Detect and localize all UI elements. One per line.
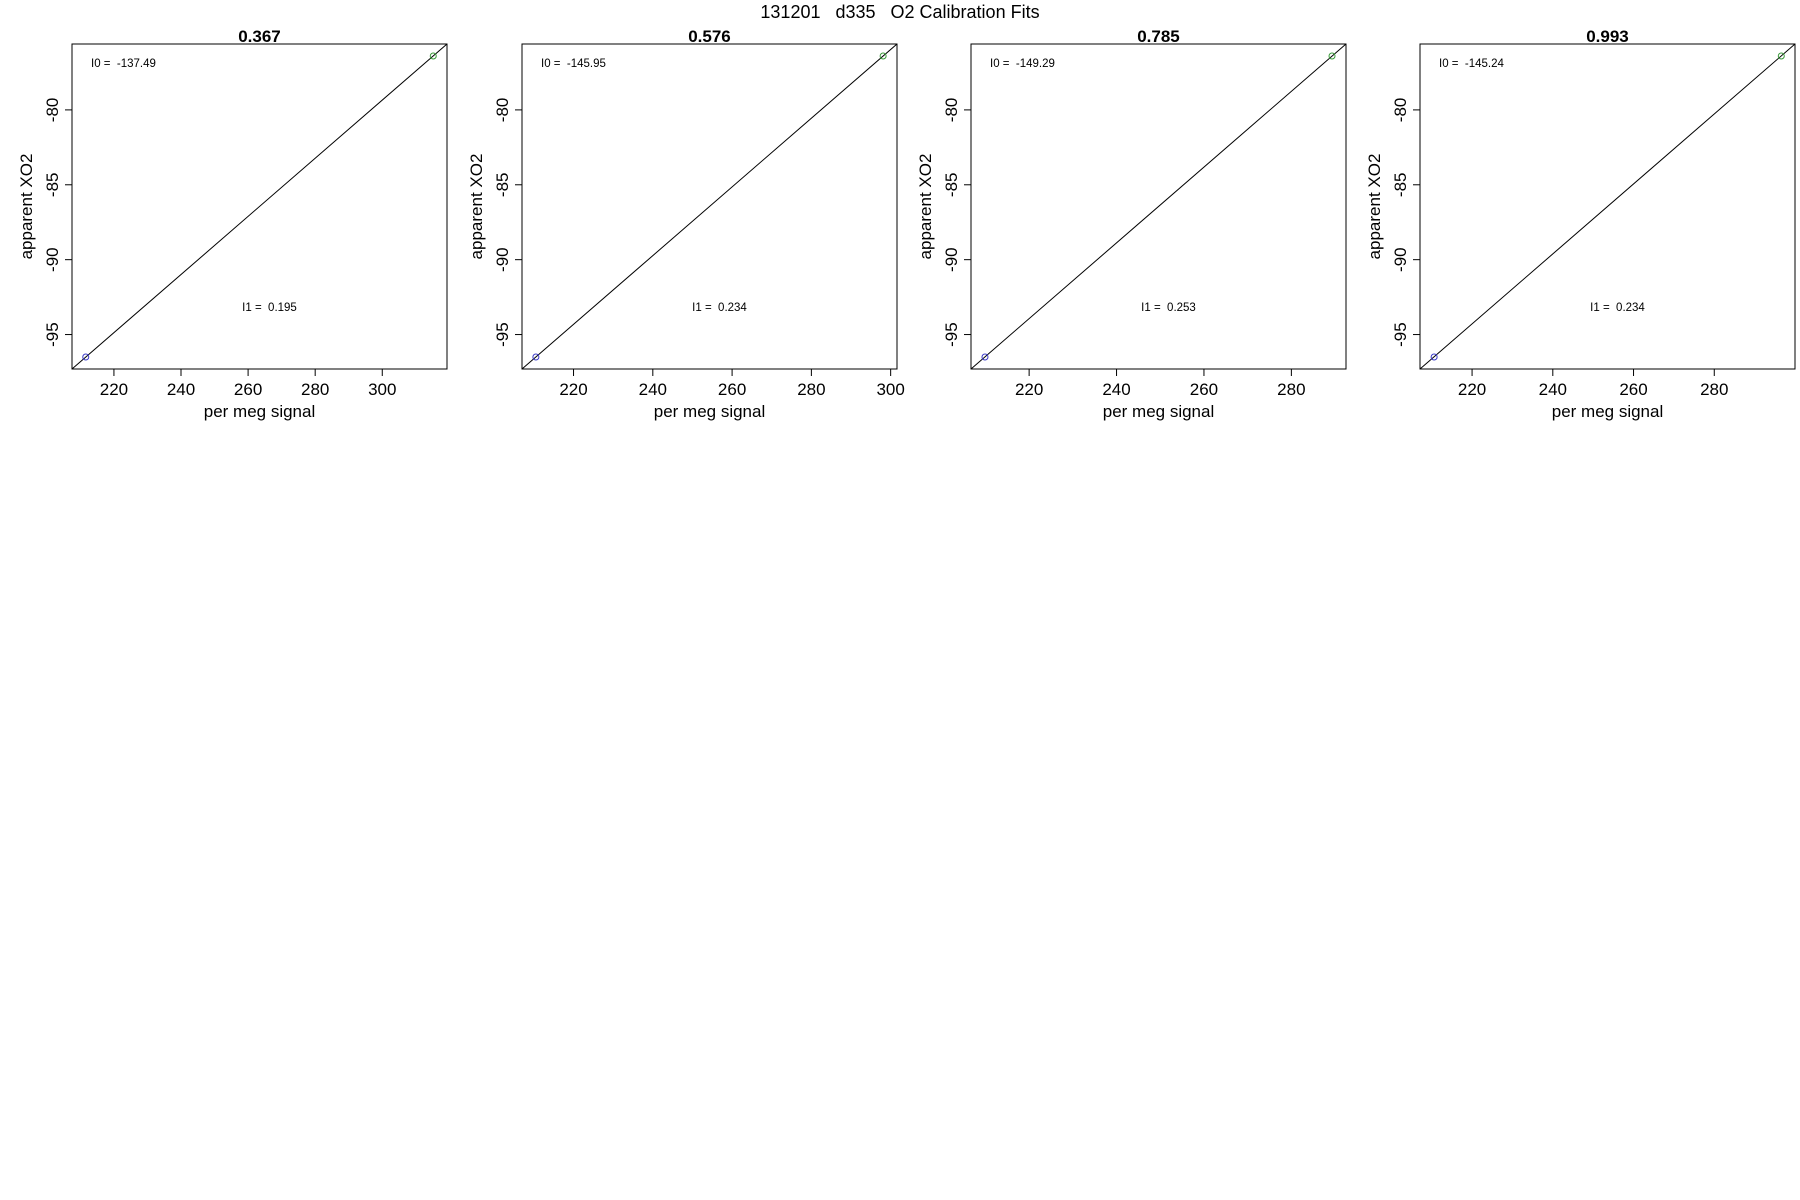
x-tick-label: 240	[639, 380, 667, 399]
intercept-annotation: I0 = -137.49	[91, 58, 156, 70]
y-tick-label: -90	[43, 247, 62, 272]
panel-title: 0.367	[238, 27, 281, 46]
y-tick-label: -90	[493, 247, 512, 272]
high-point	[879, 52, 887, 60]
intercept-annotation: I0 = -145.95	[541, 58, 606, 70]
plot-frame	[1419, 43, 1796, 370]
x-tick-label: 240	[167, 380, 195, 399]
figure-title: 131201 d335 O2 Calibration Fits	[760, 2, 1040, 22]
high-point	[1328, 52, 1336, 60]
x-tick-label: 220	[559, 380, 587, 399]
y-tick-label: -95	[1391, 322, 1410, 347]
y-tick-label: -95	[493, 322, 512, 347]
x-axis-label: per meg signal	[1552, 402, 1664, 421]
x-tick-label: 240	[1539, 380, 1567, 399]
y-tick-label: -95	[942, 322, 961, 347]
plot-frame	[970, 43, 1347, 370]
x-tick-label: 260	[718, 380, 746, 399]
plot-panel-4: 0.993 220 240 260 280 -80 -85 -90 -95 per meg sig…	[1365, 27, 1796, 421]
intercept-annotation: I0 = -145.24	[1439, 58, 1504, 70]
low-point	[1430, 353, 1438, 361]
panel-title: 0.576	[688, 27, 731, 46]
high-point	[1777, 52, 1785, 60]
x-tick-label: 220	[100, 380, 128, 399]
y-tick-label: -80	[942, 98, 961, 123]
x-axis-label: per meg signal	[1103, 402, 1215, 421]
y-axis-label: apparent XO2	[17, 154, 36, 260]
y-tick-label: -85	[942, 172, 961, 197]
plot-frame	[521, 43, 898, 370]
x-axis-label: per meg signal	[654, 402, 766, 421]
y-tick-label: -80	[43, 98, 62, 123]
y-axis-label: apparent XO2	[1365, 154, 1384, 260]
x-tick-label: 300	[876, 380, 904, 399]
slope-annotation: I1 = 0.234	[692, 302, 747, 314]
x-tick-label: 280	[1700, 380, 1728, 399]
fit-line	[521, 43, 898, 370]
x-tick-label: 280	[301, 380, 329, 399]
slope-annotation: I1 = 0.253	[1141, 302, 1196, 314]
x-tick-label: 220	[1015, 380, 1043, 399]
fit-line	[71, 43, 448, 370]
x-tick-label: 240	[1102, 380, 1130, 399]
panel-title: 0.785	[1137, 27, 1180, 46]
plot-frame	[71, 43, 448, 370]
low-point	[82, 353, 90, 361]
x-tick-label: 300	[368, 380, 396, 399]
y-tick-label: -90	[1391, 247, 1410, 272]
panel-title: 0.993	[1586, 27, 1629, 46]
y-tick-label: -85	[1391, 172, 1410, 197]
x-tick-label: 260	[1190, 380, 1218, 399]
plot-panel-3: 0.785 220 240 260 280 -80 -85 -90 -95 per meg sig…	[916, 27, 1347, 421]
slope-annotation: I1 = 0.195	[242, 302, 297, 314]
x-axis-label: per meg signal	[204, 402, 316, 421]
high-point	[429, 52, 437, 60]
y-tick-label: -90	[942, 247, 961, 272]
low-point	[981, 353, 989, 361]
y-axis-label: apparent XO2	[467, 154, 486, 260]
y-axis-label: apparent XO2	[916, 154, 935, 260]
x-tick-label: 280	[797, 380, 825, 399]
low-point	[532, 353, 540, 361]
y-tick-label: -80	[1391, 98, 1410, 123]
slope-annotation: I1 = 0.234	[1590, 302, 1645, 314]
x-tick-label: 280	[1277, 380, 1305, 399]
intercept-annotation: I0 = -149.29	[990, 58, 1055, 70]
y-tick-label: -85	[493, 172, 512, 197]
y-tick-label: -95	[43, 322, 62, 347]
fit-line	[970, 43, 1347, 370]
x-tick-label: 260	[1619, 380, 1647, 399]
plot-panel-1: 0.367 220 240 260 280 300 -80 -85 -90 -95 per meg …	[17, 27, 448, 421]
x-tick-label: 220	[1458, 380, 1486, 399]
fit-line	[1419, 43, 1796, 370]
y-tick-label: -80	[493, 98, 512, 123]
plot-panel-2: 0.576 220 240 260 280 300 -80 -85 -90 -95 per meg …	[467, 27, 905, 421]
x-tick-label: 260	[234, 380, 262, 399]
y-tick-label: -85	[43, 172, 62, 197]
